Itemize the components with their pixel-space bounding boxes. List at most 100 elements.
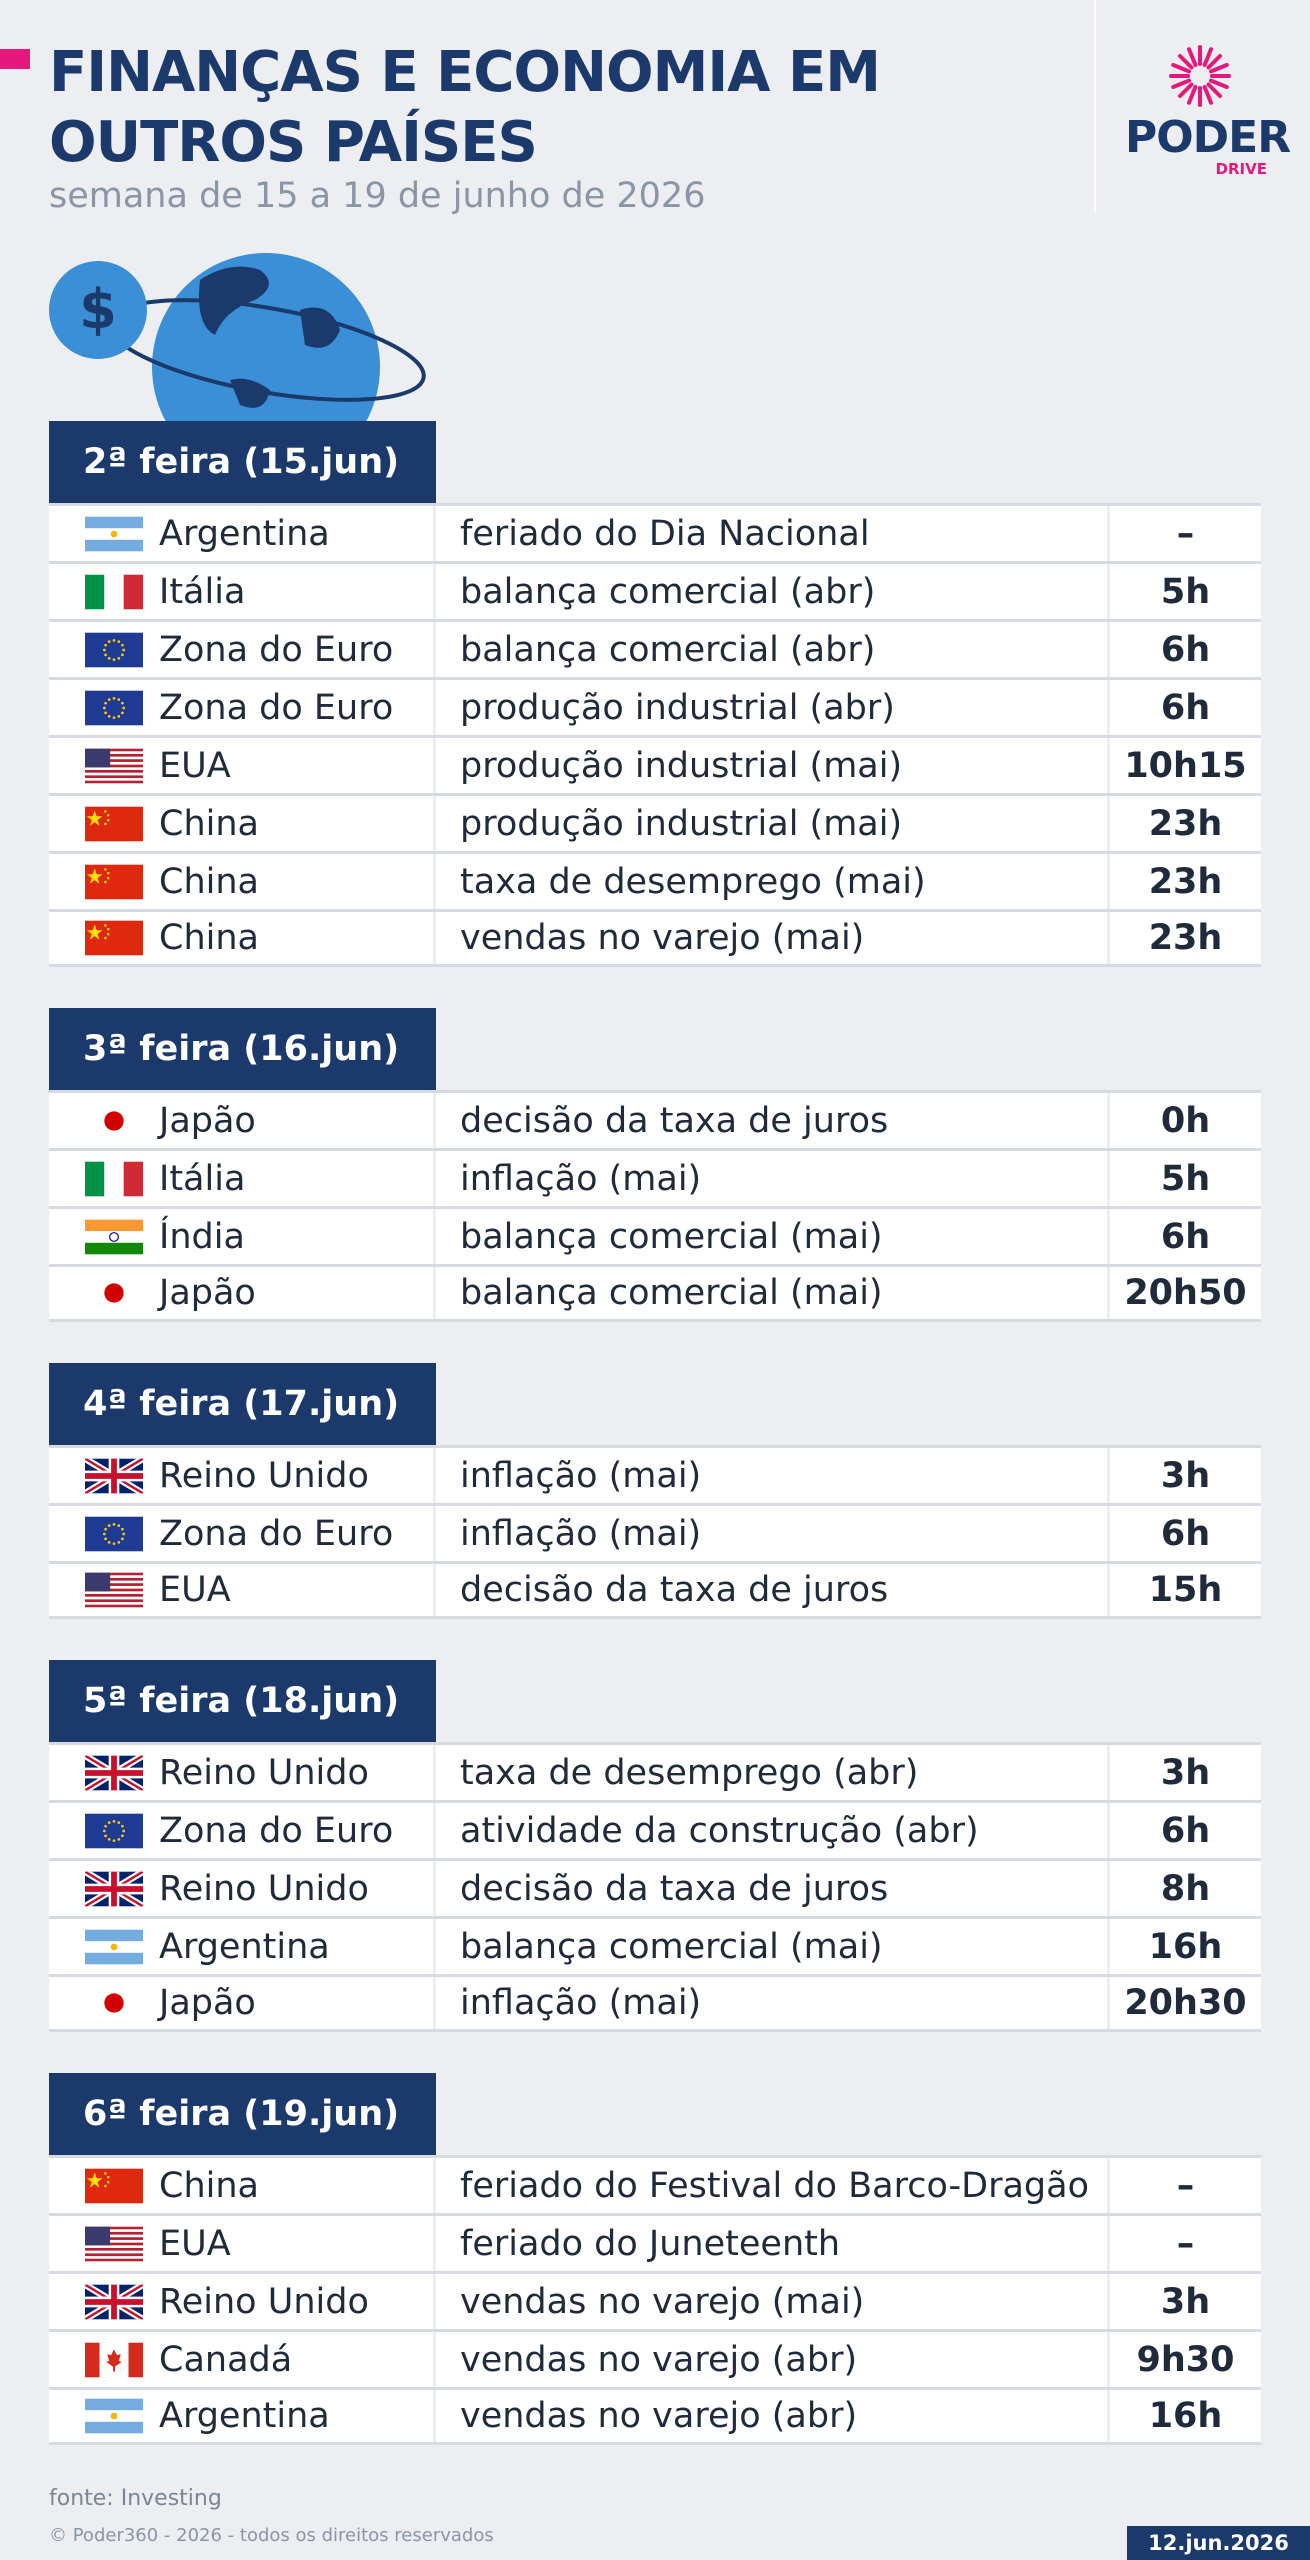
flag <box>85 1754 143 1792</box>
country: Zona do Euro <box>159 1810 394 1851</box>
country: Japão <box>159 1100 256 1141</box>
event-row: Reino Unido inflação (mai) 3h <box>49 1445 1261 1503</box>
time: 9h30 <box>1136 2339 1235 2380</box>
event: inflação (mai) <box>436 1151 1110 1206</box>
divider <box>1094 0 1096 212</box>
event: inflação (mai) <box>436 1977 1110 2029</box>
time: 16h <box>1148 1926 1223 1967</box>
day-header: 3ª feira (16.jun) <box>49 1008 436 1090</box>
event: decisão da taxa de juros <box>436 1564 1110 1616</box>
country-cell: Argentina <box>49 1919 436 1974</box>
date-badge: 12.jun.2026 <box>1127 2526 1310 2560</box>
flag <box>85 1457 143 1495</box>
country-cell: Zona do Euro <box>49 1803 436 1858</box>
event: balança comercial (abr) <box>436 564 1110 619</box>
country: Itália <box>159 1158 246 1199</box>
flag <box>85 1870 143 1908</box>
event-row: Japão decisão da taxa de juros 0h <box>49 1090 1261 1148</box>
flag <box>85 2225 143 2263</box>
event: feriado do Dia Nacional <box>436 506 1110 561</box>
country-cell: Zona do Euro <box>49 680 436 735</box>
event-row: Reino Unido taxa de desemprego (abr) 3h <box>49 1742 1261 1800</box>
time: 23h <box>1148 861 1223 902</box>
event-row: Argentina balança comercial (mai) 16h <box>49 1916 1261 1974</box>
time: 15h <box>1148 1570 1223 1610</box>
day-section: 3ª feira (16.jun) Japão decisão da taxa de… <box>49 1008 1261 1322</box>
event-row: Argentina vendas no varejo (abr) 16h <box>49 2387 1261 2445</box>
time: – <box>1176 2223 1195 2264</box>
country-cell: Reino Unido <box>49 1861 436 1916</box>
country-cell: Índia <box>49 1209 436 1264</box>
flag <box>85 805 143 843</box>
logo-sub: DRIVE <box>1215 160 1267 178</box>
event: balança comercial (mai) <box>436 1209 1110 1264</box>
flag <box>85 573 143 611</box>
event-row: Argentina feriado do Dia Nacional – <box>49 503 1261 561</box>
country-cell: Itália <box>49 564 436 619</box>
country-cell: Reino Unido <box>49 2274 436 2329</box>
time: 3h <box>1160 1455 1211 1496</box>
event: vendas no varejo (abr) <box>436 2332 1110 2387</box>
country-cell: Itália <box>49 1151 436 1206</box>
country-cell: China <box>49 912 436 964</box>
country-cell: EUA <box>49 738 436 793</box>
subtitle: semana de 15 a 19 de junho de 2026 <box>49 176 706 216</box>
flag <box>85 1160 143 1198</box>
country-cell: Reino Unido <box>49 1448 436 1503</box>
country: Reino Unido <box>159 1752 369 1793</box>
copyright: © Poder360 - 2026 - todos os direitos re… <box>49 2525 494 2546</box>
time: 5h <box>1160 571 1211 612</box>
event-row: China taxa de desemprego (mai) 23h <box>49 851 1261 909</box>
time: 3h <box>1160 2281 1211 2322</box>
country: EUA <box>159 2223 231 2264</box>
event: produção industrial (mai) <box>436 796 1110 851</box>
day-section: 6ª feira (19.jun) China feriado do Festiva… <box>49 2073 1261 2445</box>
event: decisão da taxa de juros <box>436 1861 1110 1916</box>
accent-bar <box>0 49 30 69</box>
day-header: 5ª feira (18.jun) <box>49 1660 436 1742</box>
country: China <box>159 918 259 958</box>
country-cell: Japão <box>49 1977 436 2029</box>
event-row: Reino Unido vendas no varejo (mai) 3h <box>49 2271 1261 2329</box>
country-cell: EUA <box>49 1564 436 1616</box>
day-section: 2ª feira (15.jun) Argentina feriado do Dia… <box>49 421 1261 967</box>
flag <box>85 689 143 727</box>
country: Reino Unido <box>159 2281 369 2322</box>
event: feriado do Juneteenth <box>436 2216 1110 2271</box>
day-section: 4ª feira (17.jun) Reino Unido inflação (ma… <box>49 1363 1261 1619</box>
event-row: EUA feriado do Juneteenth – <box>49 2213 1261 2271</box>
time: 23h <box>1148 918 1223 958</box>
day-header: 6ª feira (19.jun) <box>49 2073 436 2155</box>
event-row: Zona do Euro inflação (mai) 6h <box>49 1503 1261 1561</box>
event: inflação (mai) <box>436 1506 1110 1561</box>
day-header: 4ª feira (17.jun) <box>49 1363 436 1445</box>
flag <box>85 2283 143 2321</box>
source: fonte: Investing <box>49 2486 222 2511</box>
event: produção industrial (mai) <box>436 738 1110 793</box>
country-cell: Reino Unido <box>49 1745 436 1800</box>
event-row: Reino Unido decisão da taxa de juros 8h <box>49 1858 1261 1916</box>
country: China <box>159 2165 259 2206</box>
event-row: China vendas no varejo (mai) 23h <box>49 909 1261 967</box>
logo-icon <box>1169 45 1231 107</box>
event: feriado do Festival do Barco-Dragão <box>436 2158 1110 2213</box>
time: 3h <box>1160 1752 1211 1793</box>
event: vendas no varejo (abr) <box>436 2390 1110 2442</box>
time: 8h <box>1160 1868 1211 1909</box>
event: balança comercial (mai) <box>436 1267 1110 1319</box>
time: 20h30 <box>1124 1983 1247 2023</box>
logo-name: PODER <box>1125 112 1291 163</box>
country: Zona do Euro <box>159 687 394 728</box>
time: 10h15 <box>1124 745 1247 786</box>
country-cell: EUA <box>49 2216 436 2271</box>
flag <box>85 2167 143 2205</box>
country: Reino Unido <box>159 1455 369 1496</box>
event-row: EUA decisão da taxa de juros 15h <box>49 1561 1261 1619</box>
time: – <box>1176 513 1195 554</box>
event-row: Zona do Euro produção industrial (abr) 6h <box>49 677 1261 735</box>
event-row: Itália balança comercial (abr) 5h <box>49 561 1261 619</box>
flag <box>85 1515 143 1553</box>
time: 16h <box>1148 2396 1223 2436</box>
event-row: Japão inflação (mai) 20h30 <box>49 1974 1261 2032</box>
flag <box>85 2341 143 2379</box>
